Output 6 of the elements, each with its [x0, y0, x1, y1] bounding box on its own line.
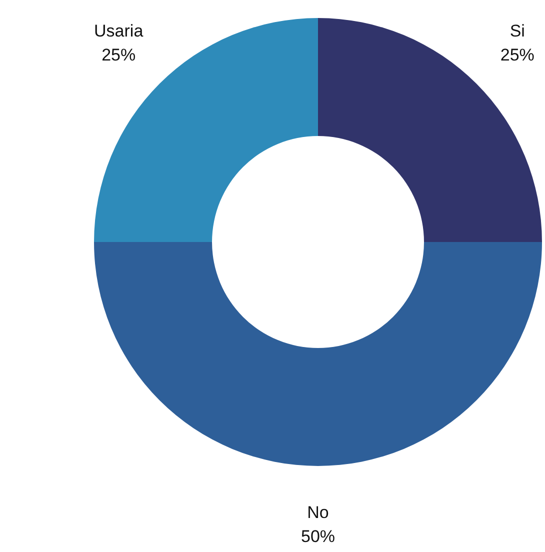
slice-label: Usaria — [94, 22, 144, 41]
data-label: 50% — [300, 527, 336, 546]
slice-label: No — [307, 503, 329, 522]
slice-label: Si — [510, 22, 525, 41]
data-label: 25% — [500, 46, 534, 65]
data-label: 25% — [102, 46, 136, 65]
